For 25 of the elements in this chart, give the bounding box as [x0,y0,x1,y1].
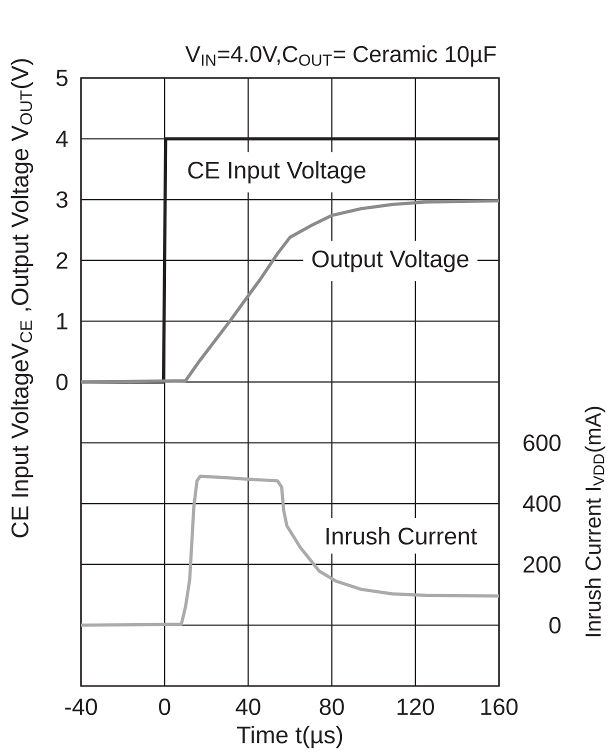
y2-tick-label: 200 [524,556,561,573]
y-tick-label: 4 [56,130,68,147]
y-tick-label: 5 [56,70,68,86]
line-series [81,199,500,384]
x-axis-title: Time t(µs) [236,726,342,748]
x-tick-label: 80 [320,698,344,716]
y-tick-label: 1 [57,313,68,330]
x-tick-label: -40 [65,698,98,716]
y-axis-title: CE Input VoltageV$_{CE}$ ,Output Voltage V$_{OUT}$(V) [10,59,34,538]
x-tick-label: 120 [398,698,434,716]
y-tick-label: 2 [56,252,68,269]
y2-tick-label: 0 [549,616,561,634]
series-label: Output Voltage [312,250,468,272]
y2-axis-title: Inrush Current I$_{VDD}$(mA) [584,406,606,636]
chart-subtitle: V$_{IN}$=4.0V,C$_{OUT}$= Ceramic 10µF [185,45,496,67]
y2-tick-label: 600 [524,434,561,452]
y-tick-label: 0 [56,374,68,390]
series-label: Inrush Current [326,527,477,545]
series-label: CE Input Voltage [188,161,366,184]
x-tick-label: 0 [159,698,170,716]
x-tick-label: 160 [481,698,518,716]
x-tick-label: 40 [236,698,260,716]
y-tick-label: 3 [56,191,68,208]
y2-tick-label: 400 [522,495,561,512]
line-series [81,474,500,627]
